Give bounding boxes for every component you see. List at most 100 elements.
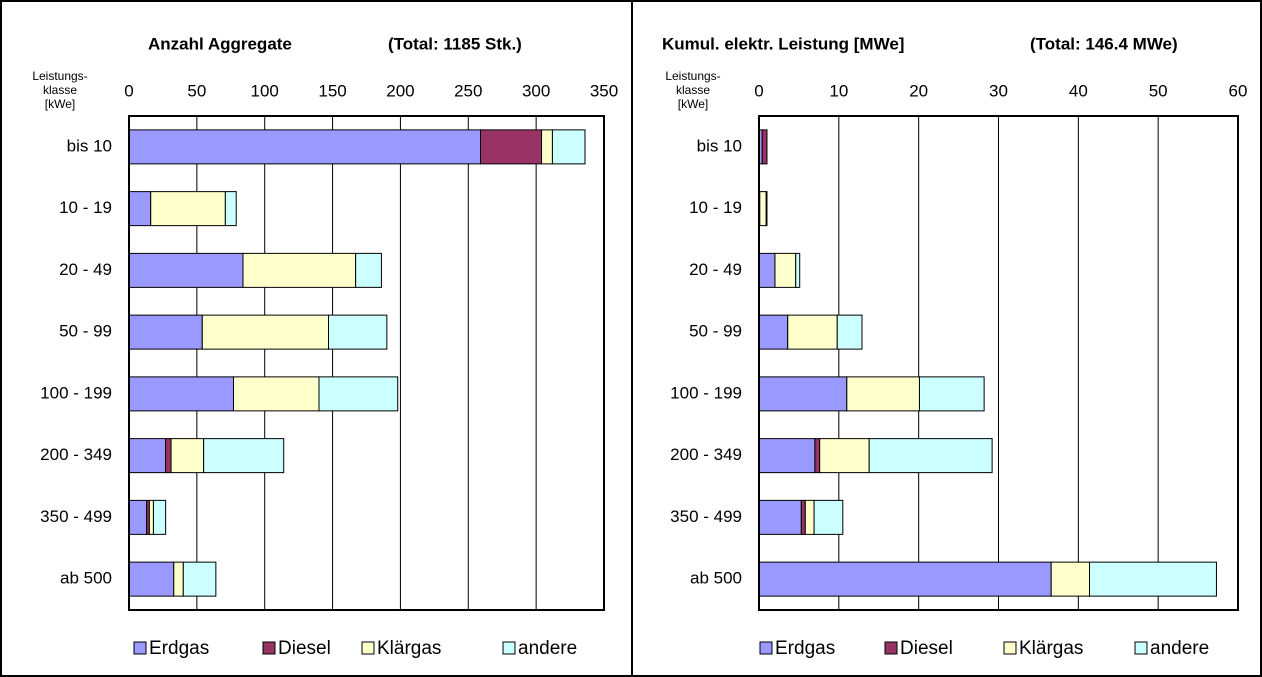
bar-segment: [814, 438, 821, 474]
bar-segment: [128, 129, 481, 165]
plot-area: [128, 115, 605, 611]
y-tick-label: 20 - 49: [59, 260, 112, 279]
bar-segment: [759, 191, 767, 227]
legend-swatch: [1134, 641, 1148, 655]
legend-swatch: [133, 641, 147, 655]
chart-subtitle: (Total: 146.4 MWe): [1030, 34, 1178, 53]
legend-label: andere: [518, 638, 577, 659]
bar-segment: [318, 376, 399, 412]
y-tick-label: bis 10: [697, 136, 742, 155]
bar-segment: [804, 499, 815, 535]
bar-segment: [233, 376, 320, 412]
legend-label: Diesel: [278, 638, 331, 659]
y-tick-label: 10 - 19: [689, 198, 742, 217]
y-axis-label: Leistungs-: [665, 69, 720, 83]
bar-segment: [868, 438, 993, 474]
y-tick-label: 200 - 349: [670, 445, 742, 464]
legend-label: Klärgas: [1019, 638, 1083, 659]
x-tick-label: 0: [754, 81, 763, 100]
legend-swatch: [262, 641, 276, 655]
bar-segment: [761, 129, 768, 165]
x-tick-label: 300: [522, 81, 550, 100]
x-tick-label: 150: [318, 81, 346, 100]
bar-segment: [541, 129, 553, 165]
bar-segment: [203, 438, 285, 474]
bar-segment: [918, 376, 985, 412]
bar-segment: [328, 314, 388, 350]
y-tick-label: ab 500: [60, 569, 112, 588]
legend-label: Diesel: [900, 638, 953, 659]
legend-swatch: [361, 641, 375, 655]
bar-segment: [836, 314, 863, 350]
legend-swatch: [1003, 641, 1017, 655]
x-tick-label: 60: [1229, 81, 1248, 100]
bar-segment: [758, 376, 848, 412]
bar-segment: [795, 252, 801, 288]
bar-segment: [173, 561, 184, 597]
bar-segment: [774, 252, 797, 288]
bar-segment: [128, 438, 167, 474]
x-tick-label: 40: [1069, 81, 1088, 100]
chart-subtitle: (Total: 1185 Stk.): [388, 34, 522, 53]
bar-segment: [128, 252, 244, 288]
bar-segment: [846, 376, 920, 412]
bar-segment: [182, 561, 217, 597]
bar-segment: [170, 438, 205, 474]
bar-segment: [148, 499, 154, 535]
x-tick-label: 0: [124, 81, 133, 100]
legend-label: Erdgas: [149, 638, 209, 659]
bar-segment: [1050, 561, 1091, 597]
bar-segment: [150, 191, 226, 227]
x-tick-label: 20: [909, 81, 928, 100]
x-tick-label: 30: [989, 81, 1008, 100]
bar-segment: [758, 314, 789, 350]
y-tick-label: 200 - 349: [40, 445, 112, 464]
y-axis-label: [kWe]: [678, 97, 708, 111]
bar-segment: [128, 376, 234, 412]
y-tick-label: 20 - 49: [689, 260, 742, 279]
legend-swatch: [502, 641, 516, 655]
bar-segment: [765, 191, 768, 227]
x-tick-label: 200: [386, 81, 414, 100]
y-tick-label: 100 - 199: [670, 383, 742, 402]
x-tick-label: 10: [829, 81, 848, 100]
legend-label: Erdgas: [775, 638, 835, 659]
x-tick-label: 50: [1149, 81, 1168, 100]
bar-segment: [819, 438, 870, 474]
bar-segment: [758, 499, 802, 535]
bar-segment: [758, 438, 816, 474]
bar-segment: [128, 561, 175, 597]
chart-title: Kumul. elektr. Leistung [MWe]: [662, 34, 904, 53]
y-tick-label: ab 500: [690, 569, 742, 588]
x-tick-label: 250: [454, 81, 482, 100]
bar-segment: [480, 129, 543, 165]
y-tick-label: 350 - 499: [40, 507, 112, 526]
chart-title: Anzahl Aggregate: [148, 34, 292, 53]
x-tick-label: 50: [187, 81, 206, 100]
y-tick-label: 100 - 199: [40, 383, 112, 402]
y-tick-label: 50 - 99: [689, 322, 742, 341]
y-axis-label: [kWe]: [45, 97, 75, 111]
bar-segment: [1089, 561, 1217, 597]
x-tick-label: 350: [590, 81, 618, 100]
legend-swatch: [884, 641, 898, 655]
x-tick-label: 100: [251, 81, 279, 100]
y-tick-label: 10 - 19: [59, 198, 112, 217]
bar-segment: [242, 252, 357, 288]
y-tick-label: bis 10: [67, 136, 112, 155]
bar-segment: [152, 499, 167, 535]
bar-segment: [128, 191, 152, 227]
plot-area: [758, 115, 1239, 611]
bar-segment: [165, 438, 172, 474]
bar-segment: [758, 561, 1052, 597]
bar-segment: [787, 314, 838, 350]
y-tick-label: 50 - 99: [59, 322, 112, 341]
bar-segment: [128, 314, 203, 350]
bar-segment: [128, 499, 148, 535]
y-axis-label: Leistungs-: [32, 69, 87, 83]
bar-segment: [551, 129, 586, 165]
legend-swatch: [759, 641, 773, 655]
legend-label: Klärgas: [377, 638, 441, 659]
bar-segment: [813, 499, 844, 535]
y-tick-label: 350 - 499: [670, 507, 742, 526]
